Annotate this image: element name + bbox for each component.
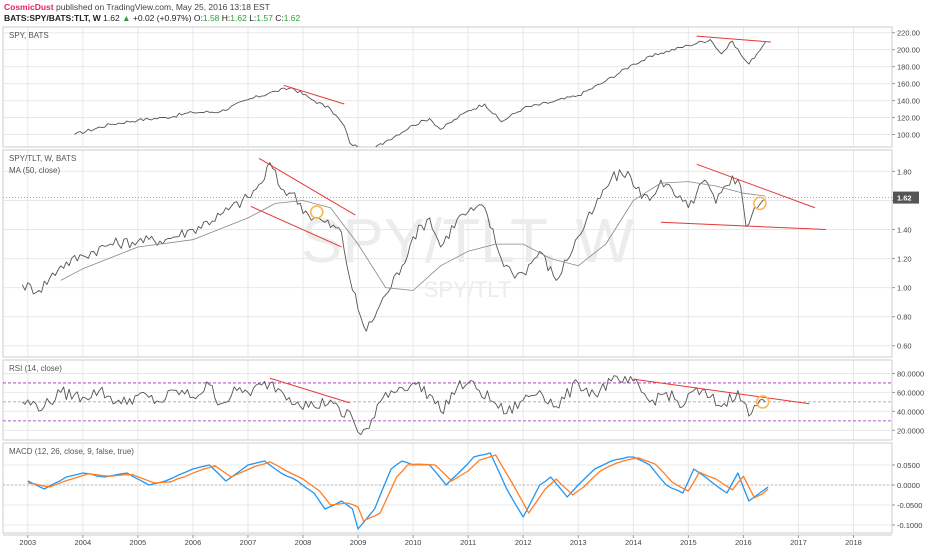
trendline	[283, 84, 345, 105]
watermark-sub: SPY/TLT	[424, 277, 512, 302]
pane-border	[2, 442, 893, 534]
open-label: O:	[193, 13, 203, 23]
up-arrow-icon: ▲	[122, 13, 131, 23]
y-tick-label: 220.00	[897, 29, 920, 38]
series-group	[27, 452, 769, 530]
y-tick-label: 60.0000	[897, 388, 924, 397]
x-tick-label: 2005	[130, 538, 147, 547]
x-tick-label: 2003	[19, 538, 36, 547]
y-tick-label: 20.0000	[897, 426, 924, 435]
x-axis: 2003 2004 2005 2006 2007 2008 2009 2010 2011 2012…	[3, 534, 892, 547]
series-group	[74, 35, 771, 147]
marker-circle	[755, 395, 770, 409]
pane-3: 80.0000 60.0000 40.0000 20.0000 RSI (14, clo…	[2, 359, 924, 441]
high-label: H:	[221, 13, 231, 23]
last-value-badge	[893, 191, 919, 204]
x-tick-label: 2015	[680, 538, 697, 547]
low-label: L:	[249, 13, 257, 23]
y-tick-label: -0.1000	[897, 521, 922, 530]
pane-title: RSI (14, close)	[9, 364, 62, 373]
pane-border	[2, 26, 893, 148]
marker-circle	[753, 196, 767, 211]
ohlc-line: BATS:SPY/BATS:TLT, W 1.62 ▲ +0.02 (+0.97…	[4, 13, 300, 23]
price-line	[21, 162, 766, 332]
pane-4: 0.0500 0.0000 -0.0500 -0.1000 MACD (12, 26, …	[2, 442, 922, 534]
price-change: +0.02 (+0.97%)	[132, 13, 192, 23]
x-tick-label: 2008	[295, 538, 312, 547]
x-tick-label: 2017	[790, 538, 807, 547]
y-tick-label: 100.00	[897, 131, 920, 140]
price-line	[74, 39, 766, 147]
marker-circle	[309, 205, 324, 219]
pane-title: SPY, BATS	[9, 31, 49, 40]
trendline	[660, 221, 826, 231]
pane-title: SPY/TLT, W, BATS	[9, 154, 76, 163]
pane-subtitle: MA (50, close)	[9, 166, 60, 175]
chart-header: CosmicDust published on TradingView.com,…	[0, 0, 932, 26]
open-value: 1.58	[202, 13, 220, 23]
high-value: 1.62	[230, 13, 247, 23]
pane-1: 220.00 200.00 180.00 160.00 140.00 120.00 100.…	[2, 26, 920, 148]
y-tick-label: 1.80	[897, 167, 912, 176]
y-tick-label: 0.0500	[897, 461, 920, 470]
trendline	[269, 377, 350, 404]
series-group	[22, 375, 810, 436]
last-price: 1.62	[103, 13, 120, 23]
close-label: C:	[275, 13, 284, 23]
symbol-label: BATS:SPY/BATS:TLT, W	[4, 13, 101, 23]
x-tick-label: 2009	[350, 538, 367, 547]
x-tick-label: 2004	[74, 538, 91, 547]
signal-line	[27, 454, 769, 522]
x-tick-label: 2012	[515, 538, 532, 547]
y-tick-label: 120.00	[897, 114, 920, 123]
macd-line	[27, 452, 769, 530]
pane-title: MACD (12, 26, close, 9, false, true)	[9, 447, 134, 456]
y-tick-label: 200.00	[897, 46, 920, 55]
x-tick-label: 2007	[240, 538, 257, 547]
y-tick-label: 140.00	[897, 97, 920, 106]
y-tick-label: 0.0000	[897, 481, 920, 490]
y-tick-label: 0.80	[897, 313, 912, 322]
close-value: 1.62	[283, 13, 301, 23]
trendline	[250, 205, 342, 248]
x-tick-label: 2010	[405, 538, 422, 547]
x-tick-label: 2011	[460, 538, 476, 547]
y-tick-label: -0.0500	[897, 501, 922, 510]
author-link[interactable]: CosmicDust	[4, 2, 54, 12]
trendline	[633, 378, 810, 405]
low-value: 1.57	[256, 13, 273, 23]
y-tick-label: 80.0000	[897, 369, 924, 378]
rsi-line	[22, 375, 766, 436]
last-value-text: 1.62	[897, 194, 912, 203]
publish-line: CosmicDust published on TradingView.com,…	[4, 2, 270, 12]
x-tick-label: 2016	[735, 538, 752, 547]
x-tick-label: 2006	[185, 538, 202, 547]
y-tick-label: 160.00	[897, 80, 920, 89]
y-tick-label: 1.40	[897, 226, 912, 235]
y-tick-label: 1.20	[897, 255, 912, 264]
publish-info: published on TradingView.com, May 25, 20…	[55, 2, 270, 12]
y-tick-label: 1.00	[897, 284, 912, 293]
x-tick-label: 2014	[625, 538, 642, 547]
x-tick-label: 2018	[845, 538, 862, 547]
pane-border	[2, 359, 893, 441]
series-group	[21, 157, 826, 332]
y-tick-label: 40.0000	[897, 407, 924, 416]
trendline	[696, 163, 816, 209]
y-tick-label: 0.60	[897, 342, 912, 351]
y-tick-label: 180.00	[897, 63, 920, 72]
watermark: SPY/TLT, W	[301, 207, 634, 276]
trendline	[696, 35, 771, 43]
ma-line	[60, 181, 766, 291]
trendline	[258, 157, 356, 216]
x-tick-label: 2013	[570, 538, 587, 547]
